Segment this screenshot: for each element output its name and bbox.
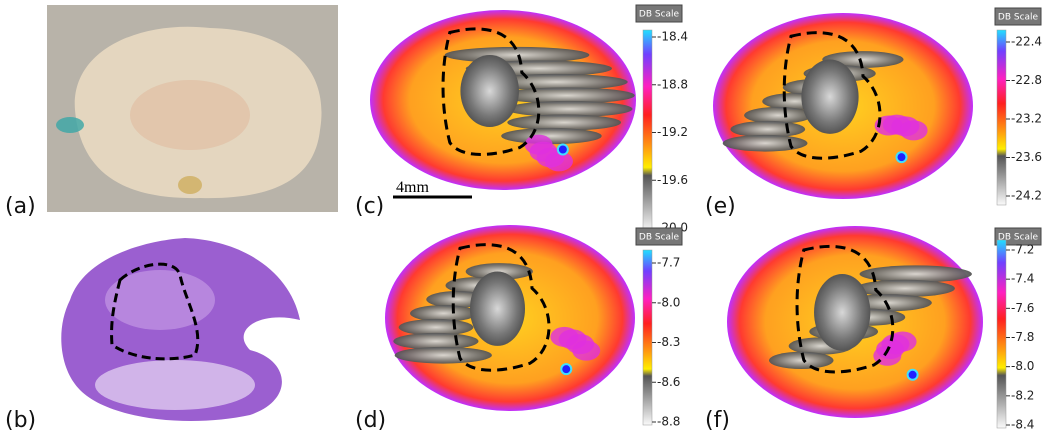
colorbar-tick-label: -24.2 (1011, 189, 1042, 203)
panel-label: (d) (355, 408, 386, 433)
hot-spot (525, 135, 553, 155)
gray-region (470, 272, 525, 346)
gray-region (395, 347, 492, 364)
gray-region (855, 280, 955, 297)
colorbar-tick-label: -18.4 (657, 30, 688, 44)
panel-label: (c) (355, 194, 384, 219)
gray-region (460, 55, 519, 127)
panel-label: (f) (705, 408, 730, 433)
colorbar-tick-label: -7.4 (1011, 272, 1034, 286)
colorbar-tick-label: -8.2 (1011, 388, 1034, 402)
gray-region (814, 274, 870, 351)
hot-spot (897, 152, 907, 162)
panel-label: (e) (705, 194, 736, 219)
colorbar-tick-label: -18.8 (657, 77, 688, 91)
colorbar (997, 240, 1006, 428)
colorbar-tick-label: -7.7 (657, 256, 680, 270)
colorbar-tick-label: -8.0 (657, 295, 680, 309)
dye-mark (178, 176, 202, 194)
colorbar-tick-label: -7.8 (1011, 330, 1034, 344)
panel-label: (b) (5, 408, 36, 433)
colorbar-title: DB Scale (639, 10, 680, 20)
gray-region (801, 59, 858, 133)
colorbar-tick-label: -7.2 (1011, 243, 1034, 257)
hot-spot (558, 145, 568, 155)
colorbar-tick-label: -8.3 (657, 335, 680, 349)
colorbar (997, 30, 1006, 205)
colorbar-tick-label: -8.6 (657, 375, 680, 389)
colorbar (643, 30, 652, 232)
hot-spot (908, 370, 918, 380)
histology-light (95, 360, 255, 410)
colorbar-tick-label: -22.8 (1011, 73, 1042, 87)
colorbar-title: DB Scale (998, 13, 1039, 23)
colorbar-tick-label: -8.0 (1011, 359, 1034, 373)
colorbar-tick-label: -19.6 (657, 173, 688, 187)
colorbar-tick-label: -23.2 (1011, 112, 1042, 126)
colorbar-tick-label: -23.6 (1011, 150, 1042, 164)
hot-spot (561, 364, 571, 374)
colorbar-tick-label: -8.8 (657, 415, 680, 429)
gray-region (744, 107, 812, 124)
colorbar-tick-label: -22.4 (1011, 35, 1042, 49)
colorbar-tick-label: -7.6 (1011, 301, 1034, 315)
gray-region (445, 47, 590, 63)
tissue-tint (130, 80, 250, 150)
colorbar-title: DB Scale (639, 233, 680, 243)
colorbar-tick-label: -19.2 (657, 125, 688, 139)
colorbar-tick-label: -8.4 (1011, 418, 1034, 432)
dye-mark (56, 117, 84, 133)
figure: 4mm DB Scale-18.4-18.8-19.2-19.6-20.0DB … (0, 0, 1052, 437)
panel-label: (a) (5, 194, 36, 219)
scale-bar-label: 4mm (396, 179, 429, 196)
hot-spot (900, 120, 928, 140)
colorbar (643, 250, 652, 425)
gray-region (723, 135, 808, 152)
hot-spot (572, 341, 600, 361)
